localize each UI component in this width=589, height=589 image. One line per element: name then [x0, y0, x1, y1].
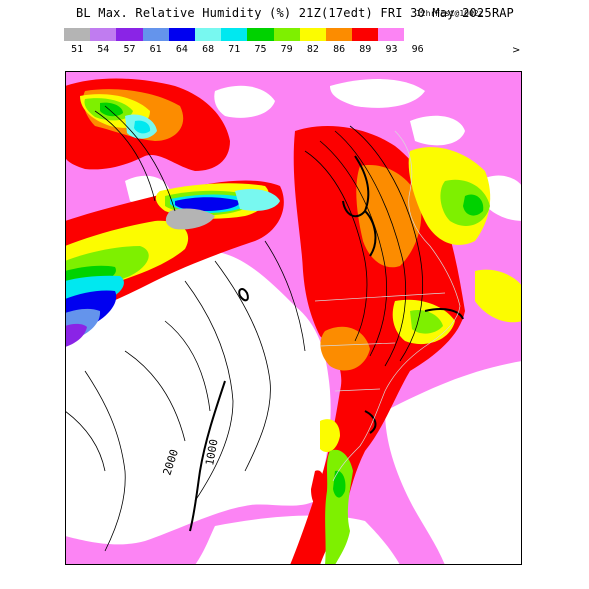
contour-line-thick	[189, 380, 226, 532]
legend-label: 71	[228, 44, 241, 55]
contour-line	[184, 280, 234, 502]
state-border	[334, 388, 381, 392]
legend-more-indicator: >	[512, 45, 521, 56]
legend-label: 96	[411, 44, 424, 55]
legend-swatch	[64, 28, 91, 41]
contour-label-1000: 1000	[203, 438, 220, 466]
legend-swatch	[378, 28, 405, 41]
state-border	[319, 342, 396, 347]
contour-line-thick	[424, 308, 464, 320]
title-model: RAP	[492, 6, 514, 20]
coastline	[332, 130, 461, 482]
contour-line	[349, 125, 424, 362]
contour-line	[304, 150, 368, 342]
contour-line	[94, 110, 156, 202]
legend-swatch	[352, 28, 379, 41]
contour-line	[104, 105, 176, 212]
state-border	[314, 292, 446, 302]
legend-label: 82	[306, 44, 319, 55]
contour-line	[124, 350, 186, 442]
humid-strip-green	[325, 449, 353, 565]
legend-label: 86	[333, 44, 346, 55]
map-frame	[65, 71, 522, 565]
legend-label: 57	[123, 44, 136, 55]
legend-label: 75	[254, 44, 267, 55]
legend-swatch	[168, 28, 195, 41]
legend-swatch	[90, 28, 117, 41]
legend-label: 54	[97, 44, 110, 55]
contour-line-thick	[238, 288, 249, 302]
contour-line	[214, 260, 271, 472]
legend-swatch	[247, 28, 274, 41]
humidity-map: 2000 1000	[65, 71, 522, 565]
legend-label: 51	[71, 44, 84, 55]
legend-label: 68	[202, 44, 215, 55]
legend-swatch	[142, 28, 169, 41]
legend-swatch	[194, 28, 222, 41]
legend-swatch	[299, 28, 326, 41]
contour-line	[264, 240, 306, 352]
legend-label: 93	[385, 44, 398, 55]
contour-line	[164, 320, 211, 412]
title-main: BL Max. Relative Humidity (%) 21Z(17edt)…	[76, 6, 492, 20]
legend-swatch	[273, 28, 300, 41]
legend-label: 61	[149, 44, 162, 55]
color-legend	[64, 28, 431, 42]
legend-label: 79	[280, 44, 293, 55]
legend-label: 64	[175, 44, 188, 55]
contour-line	[319, 140, 388, 357]
contour-line-thick	[364, 210, 377, 257]
legend-swatch	[116, 28, 143, 41]
legend-swatch	[325, 28, 353, 41]
dry-region-southwest	[65, 250, 331, 545]
dry-region-southeast	[385, 361, 522, 565]
contour-line	[65, 410, 106, 472]
contour-line	[84, 370, 126, 552]
legend-label: 89	[359, 44, 372, 55]
title-forecast: 12hrFcst@1002z	[416, 9, 484, 18]
legend-swatch	[404, 28, 431, 41]
legend-swatch	[221, 28, 248, 41]
contour-line	[334, 130, 407, 367]
contour-line-thick	[364, 410, 377, 434]
